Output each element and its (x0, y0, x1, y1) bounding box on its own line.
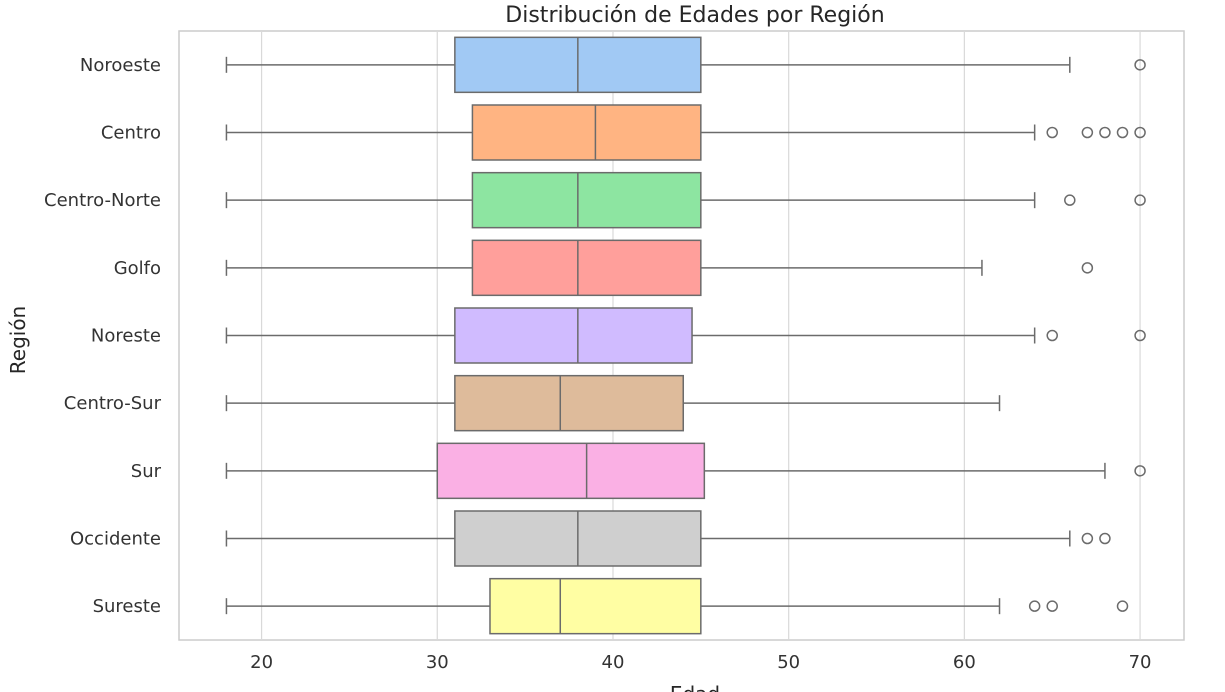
outlier-point (1134, 465, 1146, 477)
y-tick-label: Occidente (70, 529, 161, 550)
box-group (225, 374, 1001, 432)
box-group (225, 442, 1146, 500)
x-tick-label: 40 (602, 652, 625, 673)
y-tick-label: Centro-Norte (44, 190, 161, 211)
outlier-point (1134, 126, 1146, 139)
y-tick-label: Centro (101, 123, 161, 144)
outlier-point (1116, 126, 1129, 139)
box-iqr (436, 442, 706, 500)
y-tick-label: Golfo (114, 258, 161, 279)
outlier-point (1046, 329, 1058, 342)
outlier-point (1081, 262, 1094, 274)
box-group (225, 104, 1146, 161)
x-axis-label: Edad (670, 682, 720, 692)
box-iqr (471, 171, 702, 229)
box-iqr (489, 577, 702, 635)
outlier-point (1046, 600, 1058, 612)
outlier-point (1099, 532, 1111, 545)
x-tick-label: 50 (777, 652, 800, 673)
x-tick-label: 30 (426, 652, 449, 673)
x-tick-label: 70 (1129, 652, 1152, 673)
x-tick-label: 20 (250, 652, 273, 673)
outlier-point (1134, 329, 1146, 342)
x-tick-labels: 20 30 40 50 60 70 (250, 652, 1151, 673)
y-axis-label: Región (6, 306, 30, 374)
chart-title: Distribución de Edades por Región (505, 3, 884, 28)
outlier-point (1134, 59, 1146, 71)
outlier-point (1134, 194, 1146, 206)
box-group (225, 307, 1146, 364)
x-tick-label: 60 (953, 652, 976, 673)
y-tick-label: Noreste (91, 326, 161, 347)
outlier-point (1046, 126, 1058, 139)
box-iqr (454, 374, 685, 432)
y-tick-label: Centro-Sur (64, 393, 162, 414)
outlier-point (1081, 532, 1094, 545)
outlier-point (1028, 600, 1041, 612)
box-iqr (454, 307, 693, 364)
boxes (225, 36, 1146, 635)
y-tick-label: Sur (131, 461, 162, 482)
box-iqr (471, 104, 702, 161)
box-group (225, 36, 1146, 94)
outlier-point (1099, 126, 1111, 139)
y-tick-label: Sureste (93, 596, 161, 617)
box-group (225, 171, 1146, 229)
outlier-point (1116, 600, 1129, 612)
box-group (225, 239, 1094, 297)
y-tick-labels: Noroeste Centro Centro-Norte Golfo Noreste Ce… (44, 55, 162, 617)
box-iqr (471, 239, 702, 297)
outlier-point (1081, 126, 1094, 139)
box-group (225, 510, 1111, 567)
box-group (225, 577, 1129, 635)
outlier-point (1064, 194, 1076, 206)
y-tick-label: Noroeste (80, 55, 161, 76)
